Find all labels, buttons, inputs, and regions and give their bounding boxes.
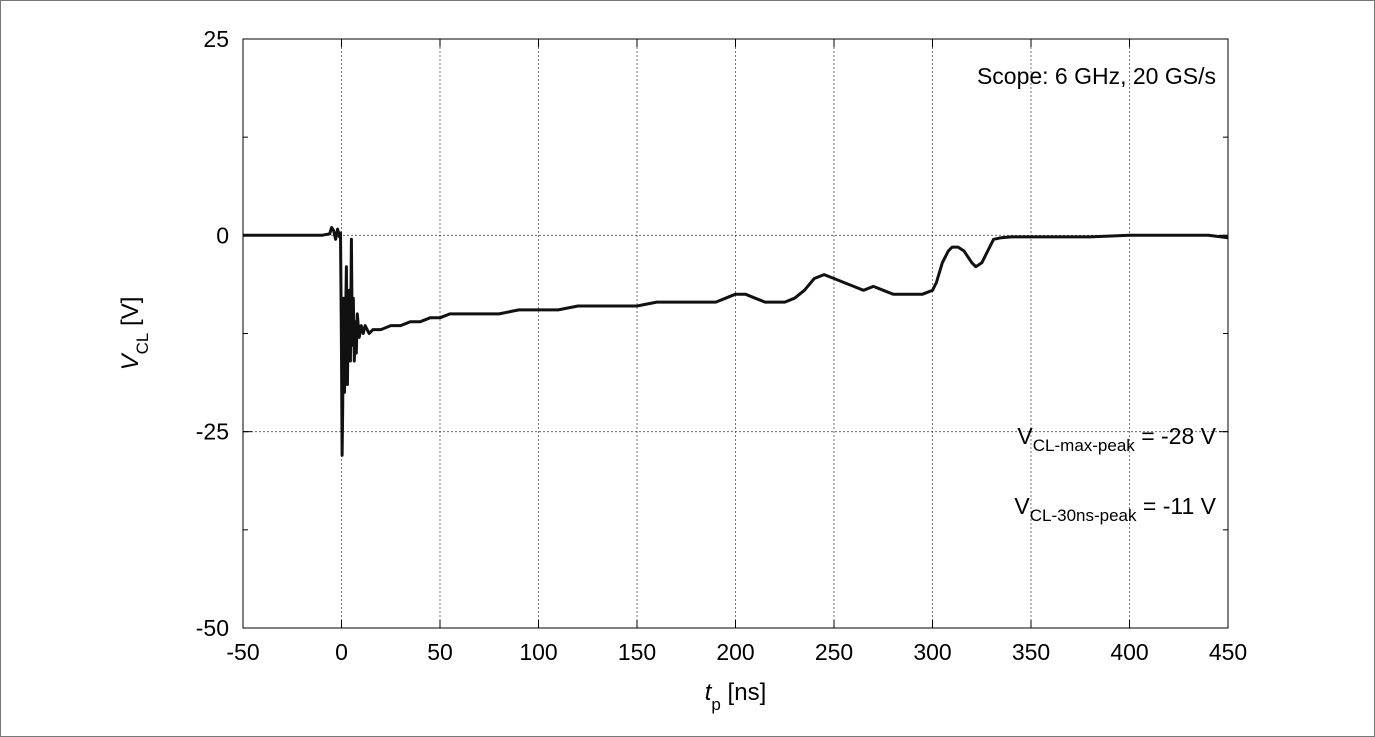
x-tick-label: 200	[716, 639, 754, 665]
y-axis-label-sub: CL	[133, 333, 152, 355]
y-tick-label: 25	[203, 26, 229, 52]
tick-layer: -50 0 50 100 150 200 250 300 350 400 450 -50 -25 0 25	[196, 26, 1247, 665]
y-tick-label: -25	[196, 419, 229, 445]
x-tick-label: 250	[815, 639, 853, 665]
x-tick-label: 150	[618, 639, 656, 665]
y-axis-label: VCL [V]	[117, 297, 152, 371]
y-axis-label-main: V	[117, 352, 144, 370]
annotation-main: V	[1014, 493, 1030, 519]
y-tick-label: -50	[196, 615, 229, 641]
x-tick-label: 400	[1110, 639, 1148, 665]
x-tick-label: 450	[1209, 639, 1247, 665]
x-tick-label: 100	[519, 639, 557, 665]
x-axis-label-sub: p	[711, 695, 720, 714]
annotation-3: VCL-30ns-peak = -11 V	[1014, 493, 1216, 525]
x-tick-label: -50	[226, 639, 259, 665]
y-tick-label: 0	[216, 222, 229, 248]
x-tick-label: 350	[1012, 639, 1050, 665]
annotation-2: VCL-max-peak = -28 V	[1017, 423, 1216, 455]
annotation-tail: = -11 V	[1137, 493, 1217, 519]
annotation-tail: = -28 V	[1135, 423, 1217, 449]
x-tick-label: 50	[427, 639, 453, 665]
x-axis-label: tp [ns]	[705, 679, 767, 714]
annotation-main: V	[1017, 423, 1033, 449]
x-tick-label: 300	[913, 639, 951, 665]
annotation-sub: CL-max-peak	[1033, 436, 1136, 455]
grid-layer	[243, 39, 1228, 628]
x-axis-label-main: t	[705, 679, 713, 706]
x-axis-label-unit: [ns]	[721, 679, 766, 706]
x-tick-label: 0	[335, 639, 348, 665]
annotation-main: Scope: 6 GHz, 20 GS/s	[977, 63, 1216, 89]
annotation-sub: CL-30ns-peak	[1030, 506, 1137, 525]
y-axis-label-unit: [V]	[117, 297, 144, 333]
series-line	[243, 226, 1229, 457]
annotation-1: Scope: 6 GHz, 20 GS/s	[977, 63, 1216, 89]
series-layer	[243, 226, 1229, 457]
